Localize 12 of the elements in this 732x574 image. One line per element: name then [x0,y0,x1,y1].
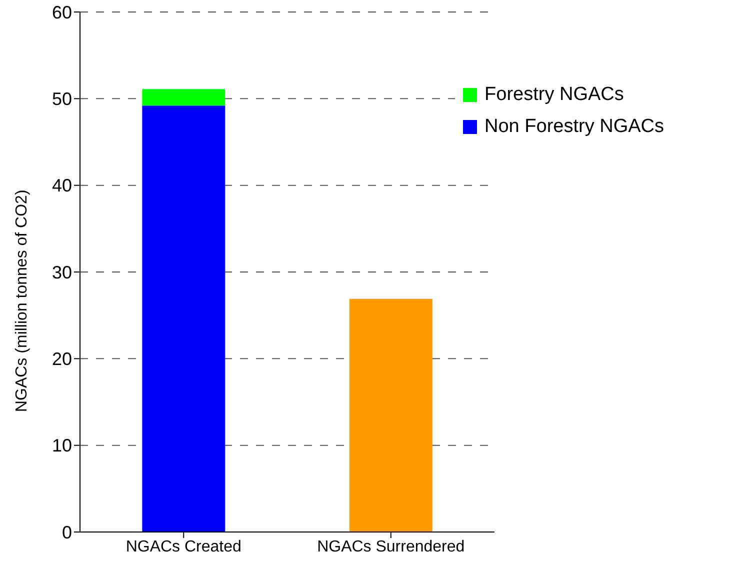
y-axis-title: NGACs (million tonnes of CO2) [14,190,31,412]
legend-label: Non Forestry NGACs [484,116,664,138]
x-tick-label: NGACs Created [126,538,242,556]
y-tick-label: 50 [52,89,72,110]
legend-label: Forestry NGACs [484,84,624,106]
y-tick-label: 60 [52,2,72,22]
y-tick-label: 0 [62,522,72,542]
y-tick-label: 20 [52,349,72,370]
y-tick-label: 30 [52,262,72,282]
y-tick-label: 40 [52,176,72,196]
x-tick-label: NGACs Surrendered [317,538,465,556]
y-tick-label: 10 [52,436,72,456]
